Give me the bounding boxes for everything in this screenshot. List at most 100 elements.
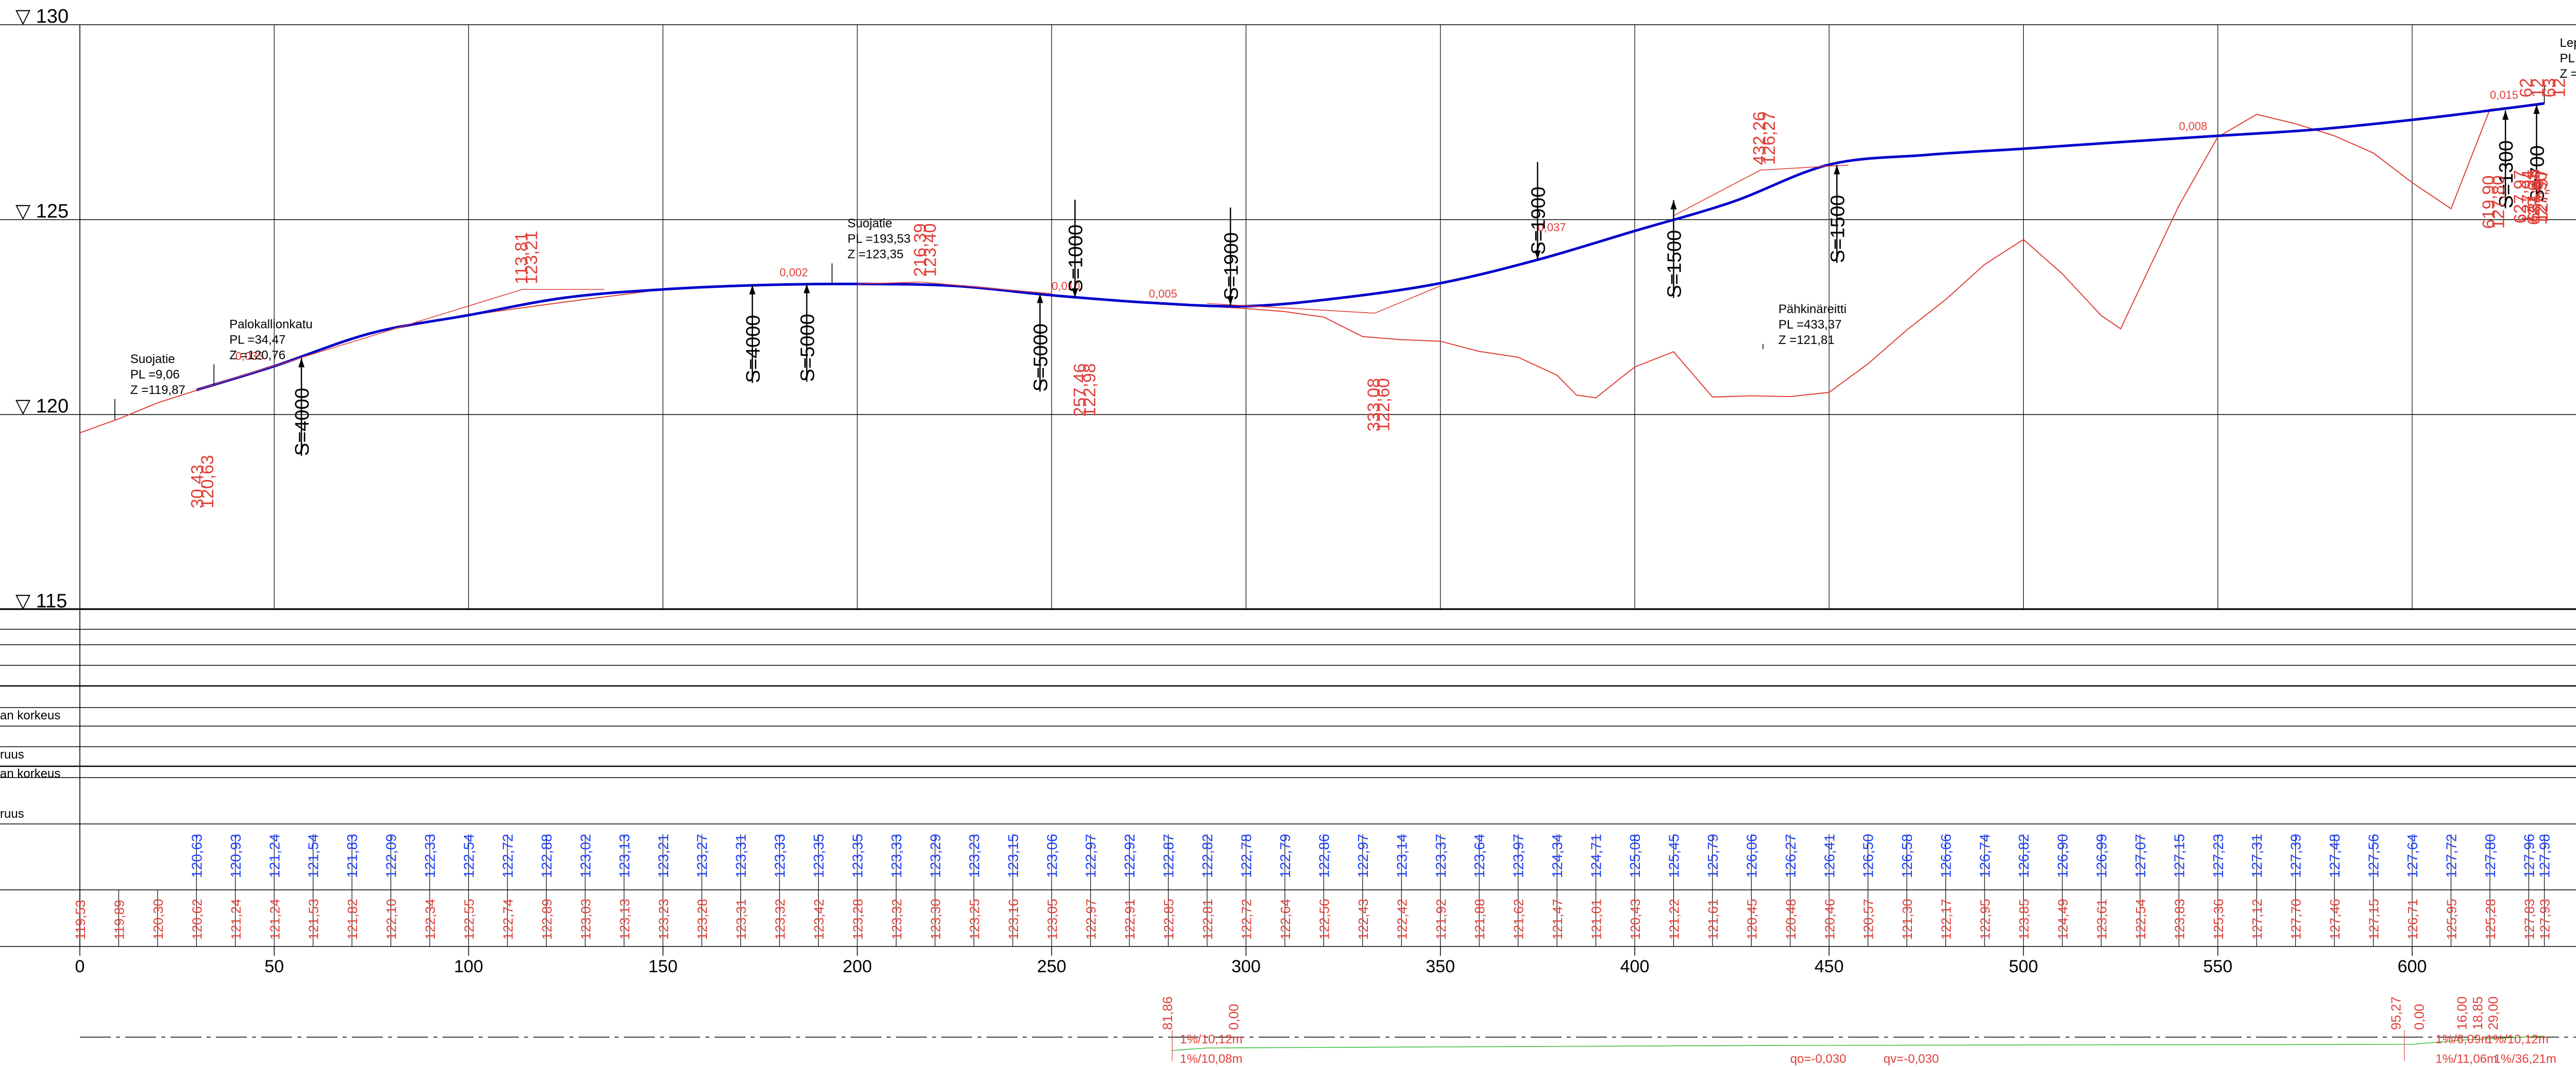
ground-height-value: 122,91 — [1122, 899, 1138, 940]
curve-marker-arrow — [1227, 296, 1234, 306]
station-label: 500 — [2009, 957, 2038, 976]
station-label: 350 — [1426, 957, 1455, 976]
ground-height-value: 123,30 — [928, 899, 943, 940]
lower-vertical-label: 18,85 — [2470, 996, 2485, 1030]
ground-height-value: 123,03 — [578, 899, 594, 940]
design-height-value: 127,56 — [2366, 834, 2382, 878]
design-height-value: 122,78 — [1239, 834, 1255, 878]
design-height-value: 123,21 — [655, 834, 671, 878]
tangent-point-label: 12 — [2550, 78, 2569, 98]
design-height-value: 126,06 — [1743, 834, 1759, 878]
callout-text: Z =127,98 — [2560, 67, 2576, 81]
tangent-line — [1374, 285, 1441, 314]
elevation-label: ▽ 125 — [15, 201, 69, 222]
ground-height-value: 120,48 — [1783, 899, 1799, 940]
ground-height-value: 123,85 — [2016, 899, 2032, 940]
callout-text: Leppästen — [2560, 36, 2576, 50]
station-label: 0 — [75, 957, 85, 976]
lower-vertical-label: 81,86 — [1160, 996, 1175, 1030]
ground-height-value: 123,13 — [617, 899, 632, 940]
elevation-label: ▽ 115 — [15, 591, 67, 612]
design-height-value: 122,79 — [1277, 834, 1293, 878]
tangent-point-label: 30,43 — [188, 464, 208, 508]
design-height-value: 120,93 — [228, 834, 244, 878]
ground-height-value: 122,89 — [539, 899, 554, 940]
elevation-label: ▽ 130 — [15, 6, 69, 27]
ground-height-value: 122,64 — [1278, 899, 1293, 940]
lower-small-label: qv=-0,030 — [1884, 1052, 1939, 1066]
design-height-value: 127,98 — [2537, 834, 2553, 878]
tangent-point-label: 12 — [2528, 78, 2548, 98]
ground-height-value: 122,43 — [1355, 899, 1371, 940]
ground-height-value: 120,45 — [1744, 899, 1759, 940]
table-row-label: ruus — [0, 807, 24, 821]
callout-text: Z =119,87 — [130, 383, 185, 397]
design-height-value: 127,07 — [2132, 834, 2148, 878]
ground-height-value: 123,42 — [811, 899, 827, 940]
ground-height-value: 123,05 — [1044, 899, 1060, 940]
station-label: 400 — [1620, 957, 1650, 976]
design-height-value: 124,71 — [1588, 834, 1604, 878]
ground-height-value: 125,28 — [2483, 899, 2498, 940]
design-height-value: 126,74 — [1977, 834, 1993, 878]
design-height-value: 126,82 — [2016, 834, 2032, 878]
ground-height-value: 119,89 — [111, 900, 127, 940]
table-row-label: an korkeus — [0, 767, 60, 781]
curve-radius-label: S=700 — [2527, 145, 2548, 202]
design-height-value: 126,66 — [1938, 834, 1954, 878]
profile-grid — [0, 24, 2576, 610]
ground-height-value: 122,34 — [422, 899, 438, 940]
callout-text: Z =120,76 — [229, 348, 285, 362]
lower-small-label: 1%/10,12m — [1180, 1032, 1242, 1046]
lower-vertical-label: 95,27 — [2388, 996, 2403, 1030]
lower-vertical-label: 0,00 — [2412, 1004, 2427, 1030]
design-height-value: 122,09 — [383, 834, 399, 878]
ground-height-value: 121,01 — [1589, 899, 1604, 940]
curve-marker-arrow — [749, 285, 756, 295]
design-height-value: 123,37 — [1433, 834, 1449, 878]
ground-height-value: 121,92 — [1433, 899, 1449, 940]
lower-vertical-label: 0,00 — [1226, 1004, 1241, 1030]
ground-height-value: 123,28 — [850, 899, 866, 940]
design-height-value: 123,33 — [888, 834, 904, 878]
callout-text: Pähkinäreitti — [1778, 302, 1846, 316]
ground-height-value: 127,12 — [2249, 899, 2265, 940]
callout-text: PL =34,47 — [229, 333, 285, 347]
design-height-value: 127,48 — [2327, 834, 2343, 878]
design-height-value: 126,41 — [1821, 834, 1837, 878]
design-height-value: 124,34 — [1549, 834, 1565, 878]
ground-height-value: 122,42 — [1394, 899, 1410, 940]
design-height-value: 125,45 — [1666, 834, 1682, 878]
tangent-point-label: 120,63 — [198, 455, 217, 508]
ground-polyline — [79, 103, 2545, 434]
ground-height-value: 122,74 — [500, 899, 516, 940]
ground-height-value: 121,88 — [1472, 899, 1487, 940]
curve-marker-arrow — [1534, 250, 1541, 260]
ground-height-value: 121,82 — [345, 899, 360, 940]
curve-radius-label: S=1500 — [1664, 230, 1685, 298]
ground-height-value: 127,93 — [2537, 899, 2553, 940]
design-height-value: 123,31 — [733, 834, 749, 878]
design-height-value: 123,27 — [694, 834, 710, 878]
tangent-point-label: 122,98 — [1080, 363, 1099, 417]
tangent-point-label: 333,08 — [1364, 378, 1384, 432]
ground-height-value: 123,28 — [694, 899, 710, 940]
curve-marker-arrow — [1834, 165, 1840, 175]
station-label: 50 — [264, 957, 284, 976]
slope-label: 0,015 — [2490, 89, 2518, 101]
station-label: 300 — [1231, 957, 1261, 976]
design-height-value: 123,06 — [1044, 834, 1060, 878]
callout-text: Z =121,81 — [1778, 333, 1835, 347]
ground-height-value: 122,56 — [1316, 899, 1332, 940]
tangent-line — [857, 281, 921, 285]
ground-height-value: 123,25 — [967, 899, 982, 940]
ground-height-value: 123,16 — [1006, 899, 1021, 940]
design-line — [196, 102, 2545, 391]
design-height-value: 126,99 — [2093, 834, 2109, 878]
station-label: 550 — [2203, 957, 2232, 976]
tangent-point-label: 126,27 — [1759, 111, 1779, 165]
curve-marker-arrow — [1072, 288, 1078, 298]
lower-small-label: 1%/10,08m — [1180, 1052, 1242, 1066]
ground-height-value: 119,53 — [73, 900, 88, 940]
tangent-line — [1760, 164, 1849, 171]
